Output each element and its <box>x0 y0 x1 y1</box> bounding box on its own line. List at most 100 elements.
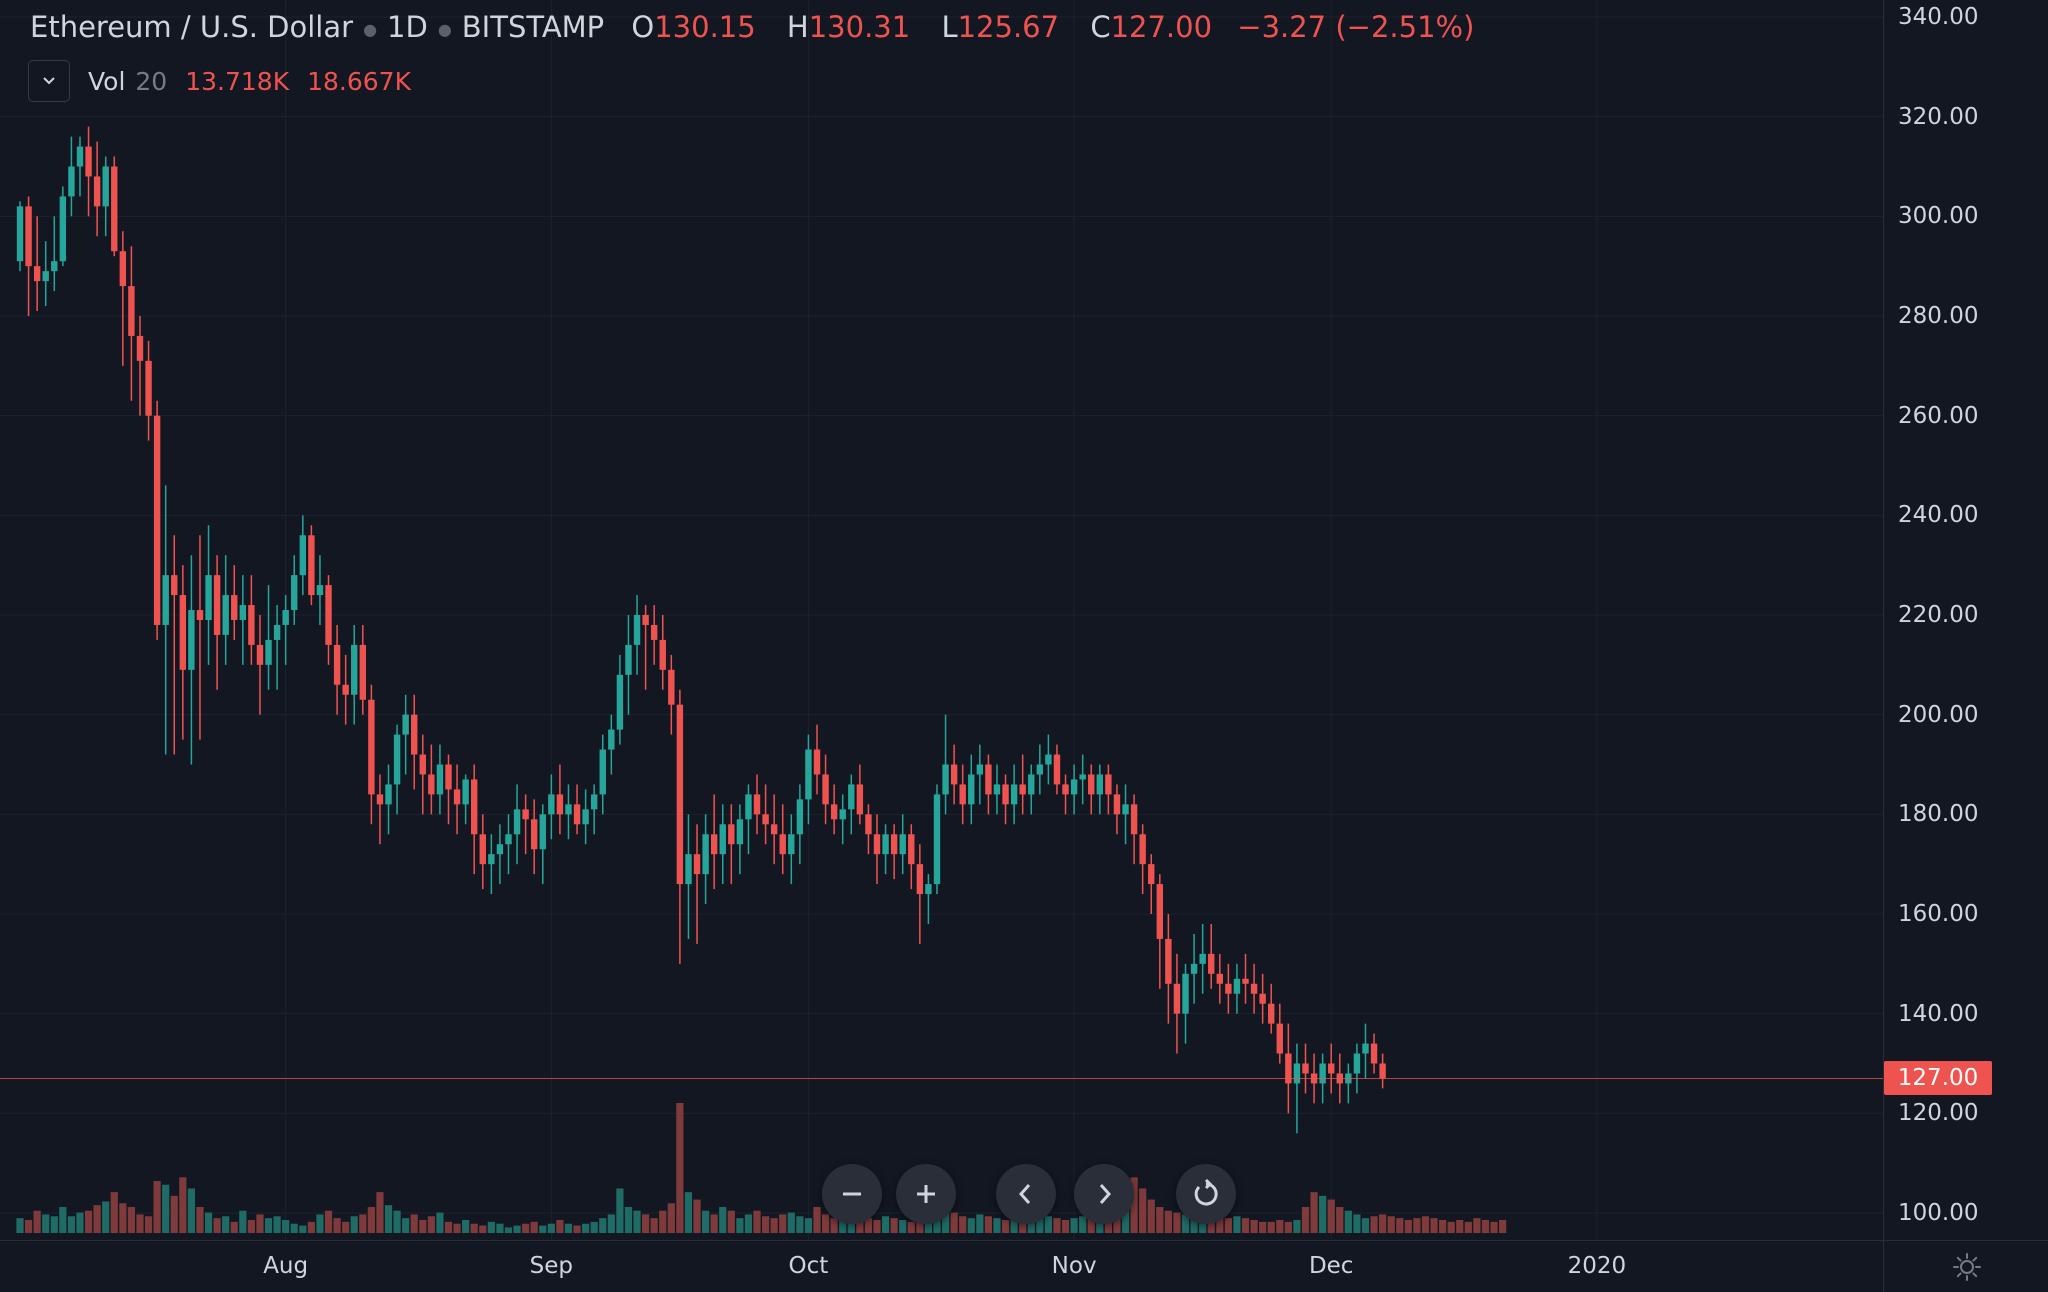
volume-bar <box>196 1207 204 1233</box>
candle-body <box>1328 1063 1335 1074</box>
volume-bar <box>1061 1220 1070 1233</box>
volume-bar <box>1241 1218 1250 1233</box>
volume-bar <box>1216 1216 1224 1233</box>
volume-bar <box>1104 1216 1112 1233</box>
gear-icon[interactable] <box>1952 1252 1982 1282</box>
volume-bar <box>222 1216 230 1233</box>
candle-body <box>968 774 975 805</box>
candle <box>1156 874 1164 989</box>
scroll-right-button[interactable] <box>1074 1164 1134 1224</box>
candle <box>659 615 666 690</box>
candle <box>16 201 24 272</box>
volume-bar <box>779 1214 787 1233</box>
candle-body <box>796 799 804 835</box>
volume-bar <box>770 1218 778 1233</box>
volume-bar <box>573 1225 581 1233</box>
legend-separator: ● <box>437 19 452 39</box>
time-axis[interactable] <box>0 1240 1883 1292</box>
price-tick-label: 220.00 <box>1898 602 1979 628</box>
collapse-legend-button[interactable] <box>28 60 70 102</box>
volume-indicator-name[interactable]: Vol <box>88 66 126 96</box>
reset-chart-button[interactable] <box>1176 1164 1236 1224</box>
candle-body <box>102 166 109 207</box>
volume-bar <box>856 1216 864 1233</box>
candle-body <box>933 794 941 885</box>
candle-body <box>162 575 169 625</box>
volume-bar <box>402 1218 410 1233</box>
candle <box>976 744 984 805</box>
time-tick-label: Sep <box>529 1253 574 1279</box>
candle <box>1293 1043 1301 1134</box>
volume-bar <box>1447 1221 1455 1233</box>
volume-bar <box>1156 1207 1164 1233</box>
candle-body <box>710 834 718 855</box>
price-tick-label: 140.00 <box>1898 1000 1979 1027</box>
volume-bar <box>1336 1207 1344 1233</box>
candle <box>625 615 632 715</box>
volume-bar <box>204 1212 213 1233</box>
candle-body <box>899 834 906 855</box>
candle-body <box>659 639 666 670</box>
candle <box>453 764 461 835</box>
candle <box>650 605 658 665</box>
volume-bar <box>59 1207 67 1233</box>
volume-bar <box>1147 1199 1155 1233</box>
volume-bar <box>187 1188 195 1233</box>
candle <box>393 724 401 815</box>
candle-body <box>1019 784 1026 795</box>
volume-bar <box>1310 1192 1318 1233</box>
candle-body <box>419 754 426 775</box>
volume-bar <box>873 1220 881 1233</box>
candle <box>1199 923 1206 994</box>
volume-bar <box>333 1218 341 1233</box>
candle-body <box>728 824 735 845</box>
candle-body <box>273 624 281 640</box>
scroll-left-button[interactable] <box>996 1164 1056 1224</box>
candle <box>351 624 358 725</box>
candle-body <box>865 814 872 835</box>
symbol-name[interactable]: Ethereum / U.S. Dollar <box>30 10 354 44</box>
volume-bar <box>599 1218 607 1233</box>
candle <box>68 136 75 217</box>
interval-label[interactable]: 1D <box>387 10 428 44</box>
candle <box>51 216 58 292</box>
candle-body <box>1036 764 1044 775</box>
volume-bar <box>667 1203 675 1233</box>
candle-body <box>445 764 452 790</box>
zoom-out-button[interactable] <box>822 1164 882 1224</box>
candle-body <box>316 585 324 596</box>
price-tick-label: 120.00 <box>1898 1100 1979 1127</box>
volume-bar <box>1284 1221 1292 1233</box>
volume-bar <box>761 1216 770 1233</box>
volume-indicator-legend: Vol 20 13.718K 18.667K <box>28 60 411 102</box>
candle-body <box>119 251 127 287</box>
candle <box>136 316 144 416</box>
plus-icon <box>917 1185 935 1203</box>
price-tick-label: 280.00 <box>1898 303 1979 329</box>
candle-body <box>985 764 992 795</box>
candle-body <box>368 699 375 795</box>
candle-body <box>342 684 349 695</box>
chart-settings-corner[interactable] <box>1883 1240 2048 1292</box>
volume-bar <box>650 1218 658 1233</box>
candle-body <box>685 854 692 885</box>
candle <box>839 794 846 845</box>
candle-body <box>1233 978 1241 994</box>
candle-body <box>351 644 358 695</box>
candle-body <box>556 794 564 815</box>
legend-separator: ● <box>363 19 378 39</box>
candle <box>1079 754 1086 805</box>
candle <box>359 624 366 715</box>
volume-bar <box>590 1221 598 1233</box>
change-value: −3.27 (−2.51%) <box>1237 10 1475 44</box>
volume-bar <box>916 1214 924 1233</box>
volume-bar <box>1499 1220 1507 1233</box>
candle-body <box>1208 953 1215 974</box>
candle-body <box>42 271 49 282</box>
price-axis[interactable] <box>1883 0 2048 1240</box>
zoom-in-button[interactable] <box>896 1164 956 1224</box>
candle-body <box>513 809 521 835</box>
volume-bar <box>282 1220 290 1233</box>
candle <box>1010 764 1018 825</box>
